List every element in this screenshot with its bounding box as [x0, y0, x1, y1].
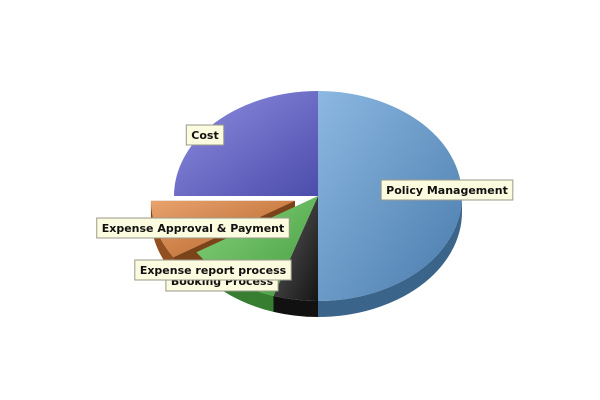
label-cost: Cost: [185, 124, 225, 146]
label-box-expense-report-process: [134, 259, 292, 281]
label-text-policy-management: Policy Management: [386, 184, 508, 197]
label-policy-management: Policy Management: [380, 179, 514, 201]
slice-cost[interactable]: [174, 91, 318, 196]
label-box-policy-management: [380, 179, 514, 201]
label-text-expense-approval-payment: Expense Approval & Payment: [102, 222, 285, 235]
label-text-cost: Cost: [191, 129, 218, 142]
slice-labels: Policy Management Cost Expense Approval & …: [96, 124, 514, 292]
label-box-expense-approval-payment: [96, 217, 290, 239]
label-expense-approval-payment: Expense Approval & Payment: [96, 217, 290, 239]
label-text-expense-report-process: Expense report process: [140, 264, 287, 277]
label-box-cost: [185, 124, 225, 146]
slice-side-policy-management: [318, 196, 462, 317]
label-expense-report-process: Expense report process: [134, 259, 292, 281]
slice-side-expense-approval-payment: [150, 200, 174, 274]
slice-side-booking-process: [273, 295, 318, 317]
